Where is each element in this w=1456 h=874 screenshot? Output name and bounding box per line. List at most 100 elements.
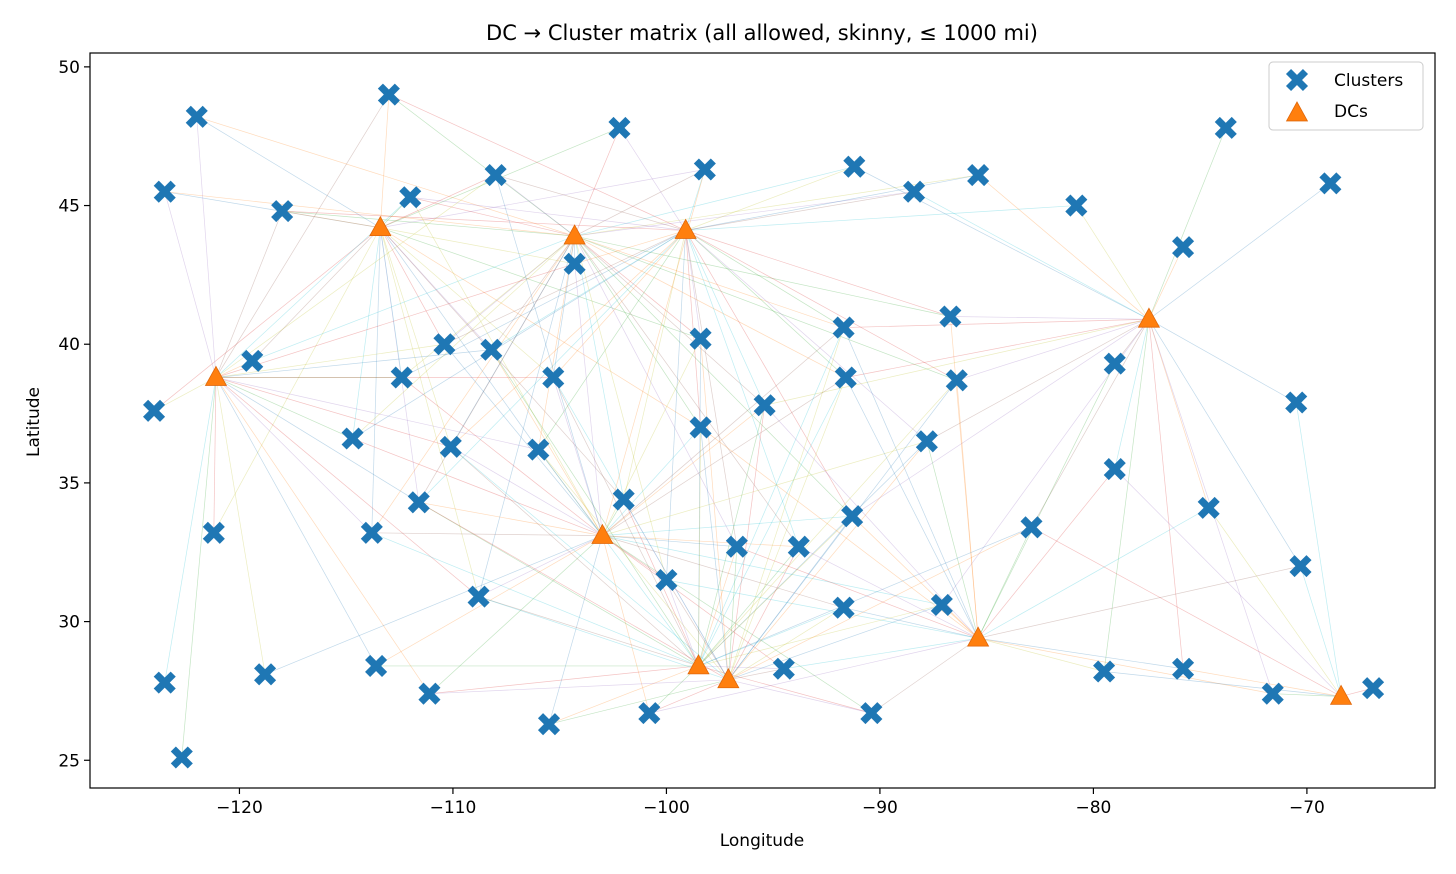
cluster-marker	[787, 535, 810, 558]
cluster-marker	[467, 585, 490, 608]
connection-line	[727, 405, 765, 680]
cluster-marker	[772, 657, 795, 680]
connection-line	[380, 227, 420, 503]
connection-line	[429, 679, 729, 695]
connection-line	[698, 546, 800, 667]
connection-line	[352, 438, 603, 536]
x-tick-label: −100	[643, 798, 690, 818]
connection-line	[602, 427, 701, 536]
connection-line	[538, 230, 686, 450]
connection-line	[495, 174, 603, 536]
cluster-marker	[612, 488, 635, 511]
connection-line	[843, 327, 979, 639]
connection-line	[736, 546, 979, 639]
legend-dcs-label: DCs	[1334, 102, 1368, 122]
cluster-marker	[753, 394, 776, 417]
dc-marker	[1329, 684, 1353, 705]
cluster-marker	[185, 105, 208, 128]
connection-line	[698, 380, 958, 667]
connection-line	[380, 227, 445, 345]
connection-line	[418, 501, 603, 536]
connection-line	[418, 502, 729, 681]
connection-line	[843, 607, 979, 639]
connection-line	[854, 166, 1150, 320]
connection-line	[215, 174, 496, 378]
connection-line	[623, 230, 686, 500]
connection-line	[1148, 318, 1297, 403]
connection-line	[196, 116, 575, 237]
connection-line	[700, 338, 729, 680]
connection-line	[215, 377, 430, 694]
cluster-marker	[689, 416, 712, 439]
connection-line	[950, 316, 979, 639]
connection-line	[352, 235, 575, 439]
connection-line	[380, 227, 624, 500]
connection-line	[574, 235, 738, 547]
connection-line	[666, 230, 686, 581]
cluster-marker	[1103, 458, 1126, 481]
connection-line	[495, 174, 686, 231]
connection-line	[698, 546, 738, 667]
connection-line	[380, 169, 705, 229]
connection-line	[478, 235, 575, 597]
cluster-marker	[1197, 496, 1220, 519]
connection-line	[926, 441, 979, 639]
cluster-marker	[1362, 677, 1385, 700]
connection-line	[619, 127, 686, 231]
cluster-marker	[655, 568, 678, 592]
cluster-marker	[832, 596, 855, 619]
connection-line	[685, 230, 701, 428]
connection-line	[450, 235, 575, 448]
connection-line	[783, 637, 979, 670]
connection-line	[574, 127, 620, 237]
cluster-marker	[608, 116, 631, 139]
y-tick-label: 35	[58, 474, 80, 494]
connection-line	[153, 227, 381, 412]
connection-line	[380, 174, 496, 229]
connection-line	[1031, 526, 1342, 697]
connection-line	[950, 316, 1149, 320]
connection-line	[649, 679, 729, 714]
connection-line	[548, 679, 729, 725]
cluster-marker	[967, 164, 990, 187]
connection-line	[728, 377, 847, 680]
legend-clusters-marker	[1285, 68, 1309, 92]
cluster-marker	[1020, 516, 1043, 539]
cluster-marker	[537, 713, 561, 736]
connection-line	[282, 210, 381, 229]
connection-line	[215, 263, 575, 378]
connection-line	[371, 532, 603, 536]
connection-line	[410, 196, 575, 237]
connection-line	[380, 227, 539, 450]
cluster-marker	[542, 366, 565, 389]
connection-line	[388, 94, 686, 231]
connection-line	[282, 210, 686, 231]
connection-line	[698, 607, 844, 667]
connection-line	[574, 235, 701, 339]
connection-line	[728, 668, 784, 681]
cluster-marker	[271, 200, 294, 223]
connection-line	[371, 235, 575, 534]
connection-line	[698, 427, 701, 666]
connection-line	[215, 94, 390, 378]
connection-line	[1114, 319, 1150, 470]
connection-line	[491, 349, 699, 667]
connection-line	[698, 441, 928, 667]
connection-lines	[153, 94, 1374, 758]
connection-line	[685, 230, 701, 339]
connection-line	[685, 230, 738, 547]
connection-line	[602, 535, 872, 714]
connection-line	[764, 318, 1149, 406]
connection-line	[538, 449, 603, 536]
connection-line	[215, 377, 377, 667]
connection-line	[602, 535, 799, 548]
connection-line	[685, 166, 855, 231]
dc-marker	[204, 365, 228, 386]
cluster-marker	[439, 435, 462, 458]
connection-line	[1103, 319, 1150, 672]
connection-line	[728, 546, 800, 680]
connection-line	[698, 338, 701, 666]
cluster-marker	[1103, 352, 1126, 375]
connection-line	[215, 377, 539, 450]
connection-line	[977, 174, 1150, 320]
